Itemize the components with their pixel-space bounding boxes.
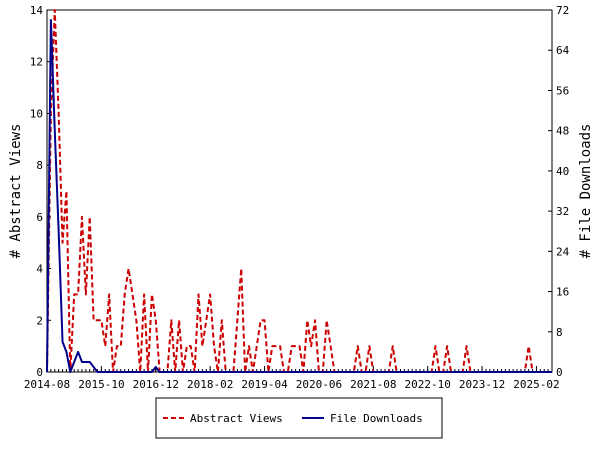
x-axis-tick-label: 2015-10 [78,378,124,391]
right-axis-tick-label: 64 [556,44,570,57]
legend-label-abstract-views: Abstract Views [190,412,283,425]
x-axis-tick-label: 2019-04 [241,378,288,391]
left-axis-tick-label: 14 [30,4,44,17]
x-axis-tick-label: 2025-02 [513,378,559,391]
right-axis-tick-label: 16 [556,286,569,299]
right-axis-tick-label: 32 [556,205,569,218]
series-line-abstract-views [46,9,552,373]
left-axis-tick-label: 2 [36,314,43,327]
x-axis-tick-label: 2022-10 [405,378,451,391]
right-axis-ticks: 0 8 16 24 32 40 48 56 64 72 [548,4,570,379]
x-axis-tick-label: 2021-08 [350,378,396,391]
right-axis-tick-label: 40 [556,165,569,178]
right-axis-tick-label: 0 [556,366,563,379]
x-axis-tick-label: 2014-08 [24,378,70,391]
plot-area [46,9,553,373]
x-axis-ticks: 2014-08 2015-10 2016-12 2018-02 2019-04 2020-… [24,366,560,391]
legend: Abstract Views File Downloads [155,397,443,439]
right-axis-title: # File Downloads [578,124,594,259]
right-axis-tick-label: 56 [556,84,569,97]
series-line-file-downloads [46,19,552,373]
left-axis-ticks: 0 2 4 6 8 10 12 14 [30,4,51,379]
right-axis-tick-label: 72 [556,4,569,17]
x-axis-tick-label: 2018-02 [187,378,233,391]
x-axis-tick-label: 2016-12 [133,378,179,391]
left-axis-tick-label: 12 [30,56,43,69]
legend-box [155,397,443,439]
left-axis-title: # Abstract Views [8,124,24,259]
left-axis-tick-label: 0 [36,366,43,379]
x-axis-tick-label: 2023-12 [459,378,505,391]
left-axis-tick-label: 6 [36,211,43,224]
left-axis-tick-label: 4 [36,263,43,276]
legend-label-file-downloads: File Downloads [330,412,423,425]
right-axis-tick-label: 48 [556,125,569,138]
x-axis-tick-label: 2020-06 [296,378,342,391]
left-axis-tick-label: 10 [30,107,43,120]
right-axis-tick-label: 8 [556,326,563,339]
right-axis-tick-label: 24 [556,245,570,258]
series-layer [46,9,552,373]
left-axis-tick-label: 8 [36,159,43,172]
